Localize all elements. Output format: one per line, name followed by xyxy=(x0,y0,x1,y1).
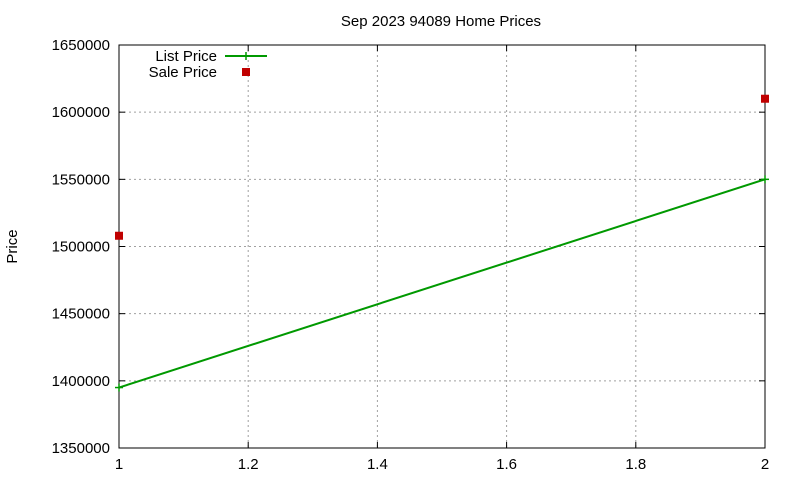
y-tick-label: 1400000 xyxy=(52,373,110,390)
grid-lines xyxy=(119,45,765,448)
series-layer xyxy=(115,94,769,392)
legend-marker xyxy=(242,52,250,60)
x-tick-label: 1.2 xyxy=(238,456,259,473)
legend-marker xyxy=(242,68,250,76)
data-point xyxy=(115,231,123,240)
x-tick-label: 1 xyxy=(115,456,123,473)
legend-item: Sale Price xyxy=(149,64,250,81)
x-tick-label: 1.8 xyxy=(625,456,646,473)
chart-title: Sep 2023 94089 Home Prices xyxy=(341,13,541,30)
y-tick-label: 1500000 xyxy=(52,239,110,256)
series-0 xyxy=(115,175,769,392)
legend-label: List Price xyxy=(155,48,217,65)
axis-ticks: 1 1.2 1.4 1.6 1.8 2 1350000 1400000 1450000 15000… xyxy=(52,37,770,473)
y-tick-label: 1600000 xyxy=(52,104,110,121)
legend-item: List Price xyxy=(155,48,267,65)
legend-label: Sale Price xyxy=(149,64,217,81)
x-tick-label: 1.6 xyxy=(496,456,517,473)
series-line xyxy=(118,178,766,389)
data-point xyxy=(761,94,769,103)
data-point xyxy=(115,383,123,392)
y-tick-label: 1650000 xyxy=(52,37,110,54)
y-tick-label: 1450000 xyxy=(52,306,110,323)
x-tick-label: 2 xyxy=(761,456,769,473)
y-axis-label: Price xyxy=(4,229,21,263)
data-point xyxy=(761,175,769,184)
series-1 xyxy=(115,94,769,240)
x-tick-label: 1.4 xyxy=(367,456,388,473)
y-tick-label: 1350000 xyxy=(52,440,110,457)
y-tick-label: 1550000 xyxy=(52,171,110,188)
